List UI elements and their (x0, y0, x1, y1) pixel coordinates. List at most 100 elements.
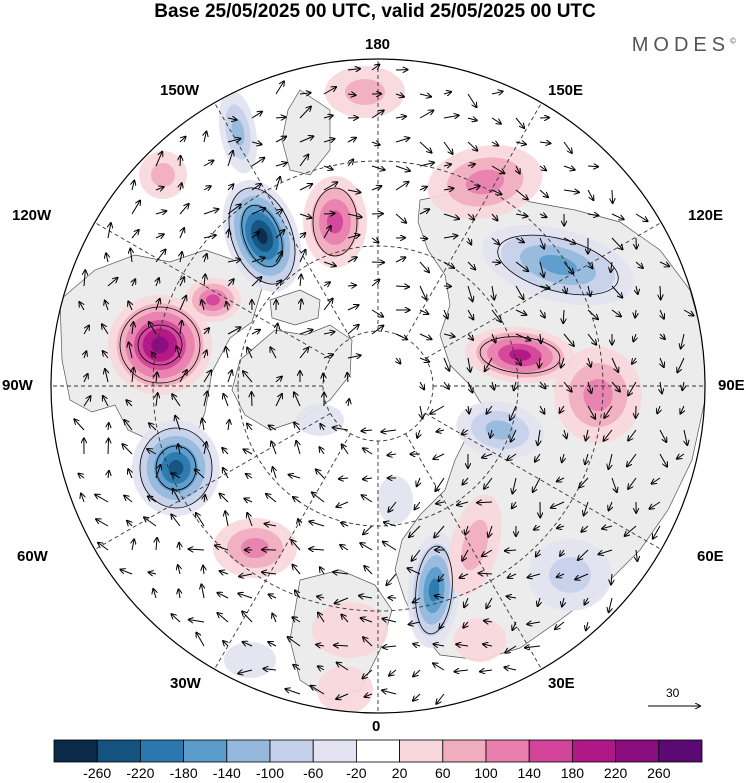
anomaly-shading-level (509, 349, 531, 361)
wind-vector-arrow (203, 370, 211, 383)
colorbar-tick-label: -180 (169, 765, 198, 781)
wind-vector-arrow (347, 305, 359, 311)
wind-vector-arrow (419, 358, 429, 362)
contour-line (119, 306, 201, 384)
wind-vector-arrow (660, 309, 664, 319)
wind-vector-arrow (386, 573, 397, 585)
wind-vector-arrow (126, 400, 133, 407)
wind-vector-arrow (371, 165, 385, 170)
wind-vector-arrow (395, 333, 407, 339)
wind-vector-arrow (246, 474, 253, 478)
wind-vector-arrow (275, 117, 285, 118)
wind-vector-arrow (371, 186, 381, 190)
wind-vector-arrow (636, 285, 638, 294)
wind-vector-arrow (347, 159, 353, 167)
wind-vector-arrow (420, 381, 424, 389)
wind-vector-arrow (179, 296, 186, 311)
wind-vector-arrow (309, 521, 325, 527)
wind-vector-arrow (540, 333, 541, 343)
wind-vector-arrow (217, 593, 229, 599)
wind-vector-arrow (365, 694, 373, 697)
wind-vector-arrow (180, 277, 184, 287)
wind-vector-arrow (443, 164, 451, 166)
wind-vector-arrow (538, 597, 540, 606)
wind-vector-arrow (586, 429, 588, 440)
wind-vector-arrow (384, 522, 397, 526)
wind-vector-arrow (587, 333, 596, 345)
wind-vector-arrow (539, 166, 546, 170)
wind-vector-arrow (468, 333, 473, 340)
wind-vector-arrow (486, 597, 493, 608)
anomaly-shading-level (151, 336, 169, 354)
wind-vector-arrow (371, 262, 384, 263)
wind-vector-arrow (635, 309, 636, 318)
wind-vector-arrow (652, 477, 661, 484)
wind-vector-arrow (275, 163, 287, 166)
wind-vector-arrow (419, 187, 427, 190)
wind-vector-arrow (132, 539, 134, 551)
wind-vector-arrow (251, 142, 262, 144)
wind-vector-arrow (202, 419, 204, 431)
lon-label-30e: 30E (548, 675, 575, 692)
wind-vector-arrow (491, 91, 503, 94)
wind-vector-arrow (413, 598, 421, 603)
wind-vector-arrow (414, 501, 421, 509)
wind-vector-arrow (483, 644, 493, 646)
lon-label-60e: 60E (697, 548, 724, 565)
wind-vector-arrow (492, 285, 494, 300)
wind-vector-arrow (371, 280, 379, 287)
wind-vector-arrow (204, 495, 205, 503)
wind-vector-arrow (299, 250, 305, 263)
wind-vector-arrow (225, 511, 228, 527)
wind-vector-arrow (341, 523, 349, 526)
wind-vector-arrow (180, 228, 184, 239)
anomaly-shading-level (241, 538, 269, 558)
wind-vector-arrow (227, 204, 241, 215)
contour-line (155, 445, 197, 491)
wind-vector-arrow (632, 357, 636, 364)
wind-vector-arrow (275, 137, 286, 143)
wind-vector-arrow (581, 525, 589, 532)
wind-vector-arrow (459, 574, 469, 578)
wind-vector-arrow (299, 106, 311, 119)
wind-vector-arrow (482, 549, 493, 556)
wind-vector-arrow (204, 328, 209, 335)
wind-vector-arrow (203, 160, 213, 167)
lon-label-120e: 120E (688, 207, 724, 224)
wind-vector-arrow (512, 621, 516, 630)
wind-vector-arrow (539, 214, 546, 217)
wind-vector-arrow (389, 669, 397, 676)
wind-vector-arrow (299, 330, 312, 335)
colorbar-tick-label: -60 (303, 765, 324, 781)
wind-vector-arrow (362, 495, 373, 503)
wind-vector-arrow (292, 617, 301, 623)
wind-vector-arrow (540, 405, 544, 414)
wind-vector-arrow (223, 641, 228, 646)
wind-vector-arrow (563, 333, 574, 346)
wind-vector-arrow (560, 549, 564, 556)
wind-vector-arrow (293, 665, 301, 671)
brand-mark: © (730, 36, 736, 46)
wind-vector-arrow (227, 327, 241, 335)
wind-vector-arrow (563, 261, 573, 274)
wind-vector-arrow (348, 399, 349, 407)
wind-vector-arrow (443, 334, 455, 337)
wind-vector-arrow (515, 142, 526, 144)
wind-vector-arrow (339, 478, 349, 479)
wind-vector-arrow (612, 189, 613, 203)
wind-vector-arrow (611, 573, 612, 584)
wind-vector-arrow (420, 405, 423, 418)
meridian-line (425, 413, 662, 550)
wind-vector-arrow (244, 499, 253, 502)
colorbar-segment (355, 739, 400, 763)
wind-vector-arrow (413, 644, 421, 646)
wind-vector-arrow (507, 596, 517, 598)
wind-vector-arrow (387, 454, 397, 455)
colorbar-segment (485, 739, 530, 763)
wind-vector-arrow (562, 597, 564, 606)
wind-vector-arrow (83, 396, 91, 407)
colorbar-segment (528, 739, 573, 763)
wind-vector-arrow (266, 494, 277, 503)
wind-vector-arrow (419, 261, 429, 272)
wind-vector-arrow (171, 473, 181, 479)
